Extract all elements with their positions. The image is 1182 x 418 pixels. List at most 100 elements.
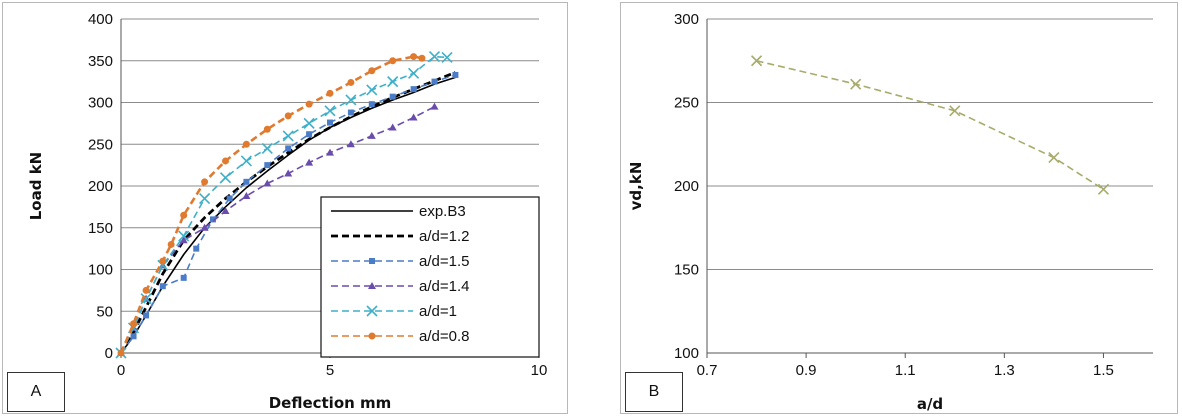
data-point-4: [408, 67, 420, 79]
panel-label-a: A: [7, 372, 65, 412]
data-point-2: [389, 93, 396, 100]
data-point-5: [180, 211, 188, 219]
x-tick-label: 5: [326, 362, 334, 379]
data-point-4: [428, 51, 441, 63]
x-tick-label: 1.5: [1093, 362, 1114, 379]
data-point-2: [410, 86, 417, 93]
data-point-5: [130, 320, 138, 328]
data-point-3: [388, 123, 397, 131]
data-point-5: [242, 140, 250, 148]
data-point-5: [305, 100, 313, 108]
data-point-3: [284, 169, 293, 177]
data-point-5: [284, 112, 292, 120]
data-point-0: [949, 105, 961, 117]
data-point-2: [180, 274, 187, 281]
chart-panel-a: 0 50 100 150 200 250 300 350 400 0 5 10 Deflection m…: [2, 2, 568, 414]
data-point-0: [1097, 183, 1110, 195]
data-point-3: [430, 102, 439, 110]
data-point-0: [1048, 152, 1060, 164]
y-axis-title: vd,kN: [627, 162, 645, 211]
series-line-5: [119, 55, 423, 354]
data-point-4: [199, 192, 211, 205]
y-tick-label: 100: [88, 262, 113, 279]
data-point-5: [410, 53, 418, 61]
legend-label-2: a/d=1.5: [419, 253, 469, 270]
y-tick-label: 50: [96, 303, 113, 320]
chart-a-svg: 0 50 100 150 200 250 300 350 400 0 5 10 Deflection m…: [27, 11, 547, 412]
y-tick-label: 300: [674, 11, 699, 28]
data-point-3: [242, 192, 251, 200]
data-point-4: [387, 76, 399, 88]
x-axis-title: a/d: [917, 395, 943, 413]
y-tick-label: 250: [674, 95, 699, 112]
y-tick-label: 200: [674, 178, 699, 195]
data-point-5: [263, 125, 271, 133]
x-tick-label: 1.1: [895, 362, 916, 379]
y-tick-label: 250: [88, 136, 113, 153]
data-point-4: [178, 230, 190, 242]
data-point-2: [193, 245, 200, 252]
data-point-4: [324, 105, 336, 117]
x-tick-label: 0.7: [697, 362, 718, 379]
data-point-4: [219, 172, 232, 184]
data-point-3: [263, 179, 272, 187]
data-point-5: [201, 178, 209, 186]
data-point-2: [243, 178, 250, 185]
series-line-0: [120, 76, 456, 354]
data-point-4: [303, 117, 315, 129]
y-tick-label: 150: [674, 262, 699, 279]
x-tick-label: 0.9: [796, 362, 817, 379]
y-tick-label: 400: [88, 11, 113, 28]
legend-marker-4: [366, 305, 378, 317]
data-point-5: [167, 240, 175, 248]
data-point-2: [143, 312, 150, 319]
data-point-5: [368, 67, 376, 75]
data-point-2: [226, 195, 233, 202]
data-point-2: [130, 333, 137, 340]
data-point-5: [117, 349, 125, 357]
legend-label-5: a/d=0.8: [419, 328, 469, 345]
data-point-2: [368, 101, 375, 108]
data-point-5: [418, 54, 426, 62]
data-point-5: [222, 157, 229, 165]
x-tick-label: 0: [117, 362, 125, 379]
data-point-4: [240, 155, 252, 167]
chart-panel-b: 100 150 200 250 300 0.7 0.9 1.1 1.3 1.5 a/d vd,kN B: [620, 2, 1178, 414]
data-point-5: [326, 89, 334, 97]
y-tick-label: 150: [88, 220, 113, 237]
data-point-2: [159, 283, 166, 290]
legend-box: [320, 196, 540, 358]
data-point-4: [282, 130, 294, 142]
data-point-2: [431, 78, 438, 85]
data-point-5: [347, 78, 355, 86]
data-point-2: [327, 119, 333, 126]
x-axis-title: Deflection mm: [269, 394, 392, 412]
data-point-4: [345, 94, 357, 106]
data-point-0: [850, 78, 862, 90]
y-tick-label: 350: [88, 53, 113, 70]
series-line-4: [120, 55, 448, 354]
legend-label-0: exp.B3: [419, 203, 466, 220]
legend-label-1: a/d=1.2: [419, 228, 469, 245]
data-point-2: [347, 109, 354, 116]
data-point-2: [285, 145, 292, 152]
data-point-0: [750, 55, 763, 67]
data-point-3: [200, 223, 209, 231]
series-line-0: [756, 60, 1104, 190]
y-tick-label: 0: [105, 345, 113, 362]
data-point-3: [305, 158, 314, 166]
data-point-3: [326, 148, 334, 156]
data-point-2: [209, 216, 216, 223]
y-tick-label: 300: [88, 95, 113, 112]
panel-label-b: B: [625, 372, 683, 412]
data-point-5: [142, 286, 150, 294]
data-point-4: [261, 142, 273, 154]
legend-marker-5: [368, 332, 376, 340]
data-point-3: [346, 140, 355, 148]
y-tick-label: 100: [674, 345, 699, 362]
legend-label-4: a/d=1: [419, 303, 457, 320]
y-tick-label: 200: [88, 178, 113, 195]
data-point-5: [159, 257, 167, 265]
data-point-2: [306, 131, 313, 138]
y-axis-title: Load kN: [27, 152, 45, 220]
